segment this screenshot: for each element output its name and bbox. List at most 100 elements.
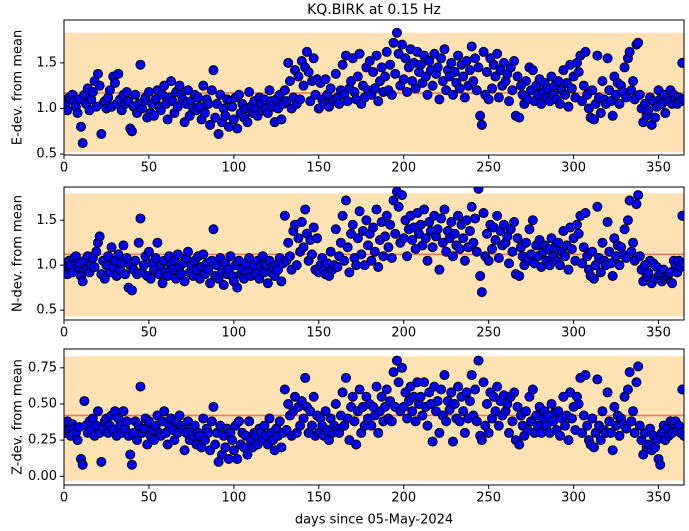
point	[558, 65, 569, 76]
point	[94, 80, 105, 91]
point	[458, 406, 469, 417]
point	[478, 208, 489, 219]
point	[607, 445, 618, 456]
point	[296, 217, 307, 228]
point	[597, 406, 608, 417]
point	[473, 62, 484, 73]
point	[325, 83, 336, 94]
point	[113, 249, 124, 260]
point	[373, 427, 384, 438]
point	[359, 260, 370, 271]
point	[388, 367, 399, 378]
point	[397, 39, 408, 50]
point	[498, 219, 509, 230]
point	[206, 416, 217, 427]
point	[130, 255, 141, 266]
x-tick-label: 0	[60, 326, 68, 341]
x-tick-label: 300	[561, 326, 586, 341]
point	[546, 233, 557, 244]
point	[208, 224, 219, 235]
point	[407, 406, 418, 417]
point	[276, 114, 287, 125]
point	[337, 387, 348, 398]
plot-area	[64, 355, 684, 481]
point	[91, 246, 102, 257]
point	[393, 48, 404, 59]
point	[422, 89, 433, 100]
point	[471, 416, 482, 427]
point	[614, 98, 625, 109]
point	[493, 92, 504, 103]
point	[578, 410, 589, 421]
point	[602, 53, 613, 64]
point	[310, 89, 321, 100]
point	[473, 187, 484, 194]
point	[493, 252, 504, 263]
point	[371, 204, 382, 215]
point	[208, 65, 219, 76]
point	[262, 108, 273, 119]
point	[213, 129, 224, 140]
point	[609, 401, 620, 412]
point	[293, 71, 304, 82]
point	[400, 53, 411, 64]
point	[206, 85, 217, 96]
point	[588, 114, 599, 125]
point	[573, 66, 584, 77]
point	[614, 260, 625, 271]
point	[354, 384, 365, 395]
point	[373, 96, 384, 107]
point	[351, 260, 362, 271]
point	[434, 427, 445, 438]
point	[453, 381, 464, 392]
point	[566, 83, 577, 94]
point	[607, 270, 618, 281]
point	[402, 87, 413, 98]
point	[595, 435, 606, 446]
point	[595, 108, 606, 119]
point	[415, 59, 426, 70]
point	[198, 80, 209, 91]
point	[650, 112, 661, 123]
y-tick-label: 0.5	[36, 147, 57, 162]
point	[193, 92, 204, 103]
point	[582, 420, 593, 431]
point	[633, 190, 644, 201]
point	[284, 76, 295, 87]
point	[320, 74, 331, 85]
plot-area	[64, 187, 684, 317]
point	[307, 249, 317, 260]
point	[397, 190, 408, 201]
point	[447, 436, 458, 447]
point	[429, 48, 440, 59]
point	[478, 377, 489, 388]
point	[507, 416, 518, 427]
point	[512, 233, 523, 244]
point	[92, 68, 103, 79]
point	[347, 53, 358, 64]
point	[346, 76, 357, 87]
point	[366, 255, 377, 266]
point	[89, 261, 100, 272]
point	[380, 231, 391, 242]
point	[64, 105, 73, 116]
x-tick-label: 300	[561, 161, 586, 176]
point	[417, 410, 428, 421]
point	[335, 237, 346, 248]
point	[179, 445, 190, 456]
point	[488, 59, 499, 70]
point	[356, 249, 367, 260]
point	[602, 217, 613, 228]
point	[546, 398, 557, 409]
point	[143, 87, 154, 98]
x-tick-label: 150	[306, 161, 331, 176]
point	[385, 59, 396, 70]
point	[509, 387, 520, 398]
point	[339, 255, 350, 266]
point	[468, 76, 479, 87]
point	[461, 215, 472, 226]
point	[677, 384, 684, 395]
point	[524, 224, 535, 235]
point	[446, 57, 457, 68]
point	[279, 384, 290, 395]
